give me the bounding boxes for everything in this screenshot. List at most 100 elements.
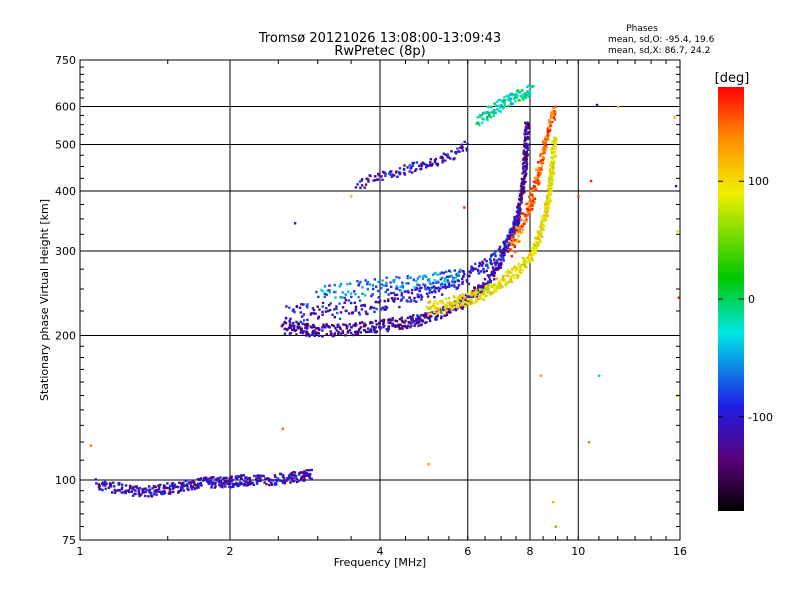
echo-point [418,315,421,318]
echo-point [291,477,294,481]
echo-point [367,327,370,330]
echo-point [434,157,438,161]
echo-point [545,145,548,148]
echo-point [294,474,297,477]
echo-point [425,275,428,278]
echo-point [333,334,336,337]
echo-point [172,484,176,488]
echo-point [525,266,528,269]
echo-point [521,269,524,272]
echo-point [487,282,490,285]
outlier-point [463,206,466,209]
echo-point [529,193,532,196]
echo-point [489,291,492,294]
echo-point [496,286,499,290]
echo-point [483,288,486,291]
echo-point [379,327,382,331]
echo-point [339,296,342,299]
echo-point [523,263,526,266]
echo-point [553,150,556,154]
echo-point [401,286,405,289]
echo-point [512,221,515,225]
echo-point [218,483,221,486]
echo-point [526,210,529,213]
echo-point [393,297,396,300]
echo-point [407,282,410,285]
echo-point [385,306,389,309]
echo-point [449,157,452,160]
echo-point [522,158,525,161]
echo-point [543,143,546,147]
echo-point [401,320,404,324]
echo-point [324,324,327,328]
y-tick-label: 75 [62,534,76,547]
echo-point [160,492,164,496]
echo-point [433,306,436,310]
echo-point [335,305,338,308]
echo-point [525,164,528,168]
echo-point [470,268,473,271]
x-tick-label: 2 [227,545,234,558]
echo-point [293,310,296,314]
echo-point [423,313,426,317]
echo-point [354,293,357,296]
echo-point [196,485,200,488]
echo-point [433,285,436,288]
echo-point [501,254,505,257]
echo-point [207,479,210,482]
echo-point [278,478,281,482]
echo-point [439,287,442,290]
echo-point [315,331,318,334]
echo-point [440,316,443,320]
echo-point [531,199,534,203]
echo-point [490,262,493,266]
echo-point [259,479,263,482]
echo-point [526,148,530,151]
echo-point [383,308,386,311]
echo-point [354,322,357,325]
echo-point [514,228,517,231]
echo-point [159,483,162,486]
echo-point [518,270,521,273]
echo-point [385,276,388,279]
echo-point [456,286,460,289]
outlier-point [676,230,679,233]
echo-point [522,157,525,160]
echo-point [552,155,556,158]
echo-point [338,285,341,288]
echo-point [368,283,371,286]
echo-point [320,288,323,292]
echo-point [518,268,522,271]
echo-point [464,301,467,304]
echo-point [523,139,526,143]
echo-point [408,170,411,173]
echo-point [502,259,505,262]
echo-point [548,120,551,124]
echo-point [407,276,411,279]
echo-point [523,95,527,99]
echo-point [492,110,495,113]
echo-point [242,484,246,487]
echo-point [347,299,351,302]
echo-point [418,289,421,293]
echo-point [258,476,262,479]
echo-point [431,291,434,294]
echo-point [204,476,208,479]
echo-point [512,243,515,247]
echo-point [518,194,521,198]
outlier-point [427,463,430,466]
echo-point [197,482,200,485]
y-tick-label: 500 [55,139,76,152]
echo-point [550,152,554,155]
echo-point [548,129,552,132]
echo-point [504,274,507,277]
echo-point [453,305,456,309]
echo-point [445,311,449,314]
echo-point [517,204,520,207]
echo-point [360,184,364,187]
echo-point [503,101,506,104]
echo-point [521,187,524,190]
echo-point [420,298,423,301]
echo-point [544,136,548,139]
echo-point [552,161,555,165]
